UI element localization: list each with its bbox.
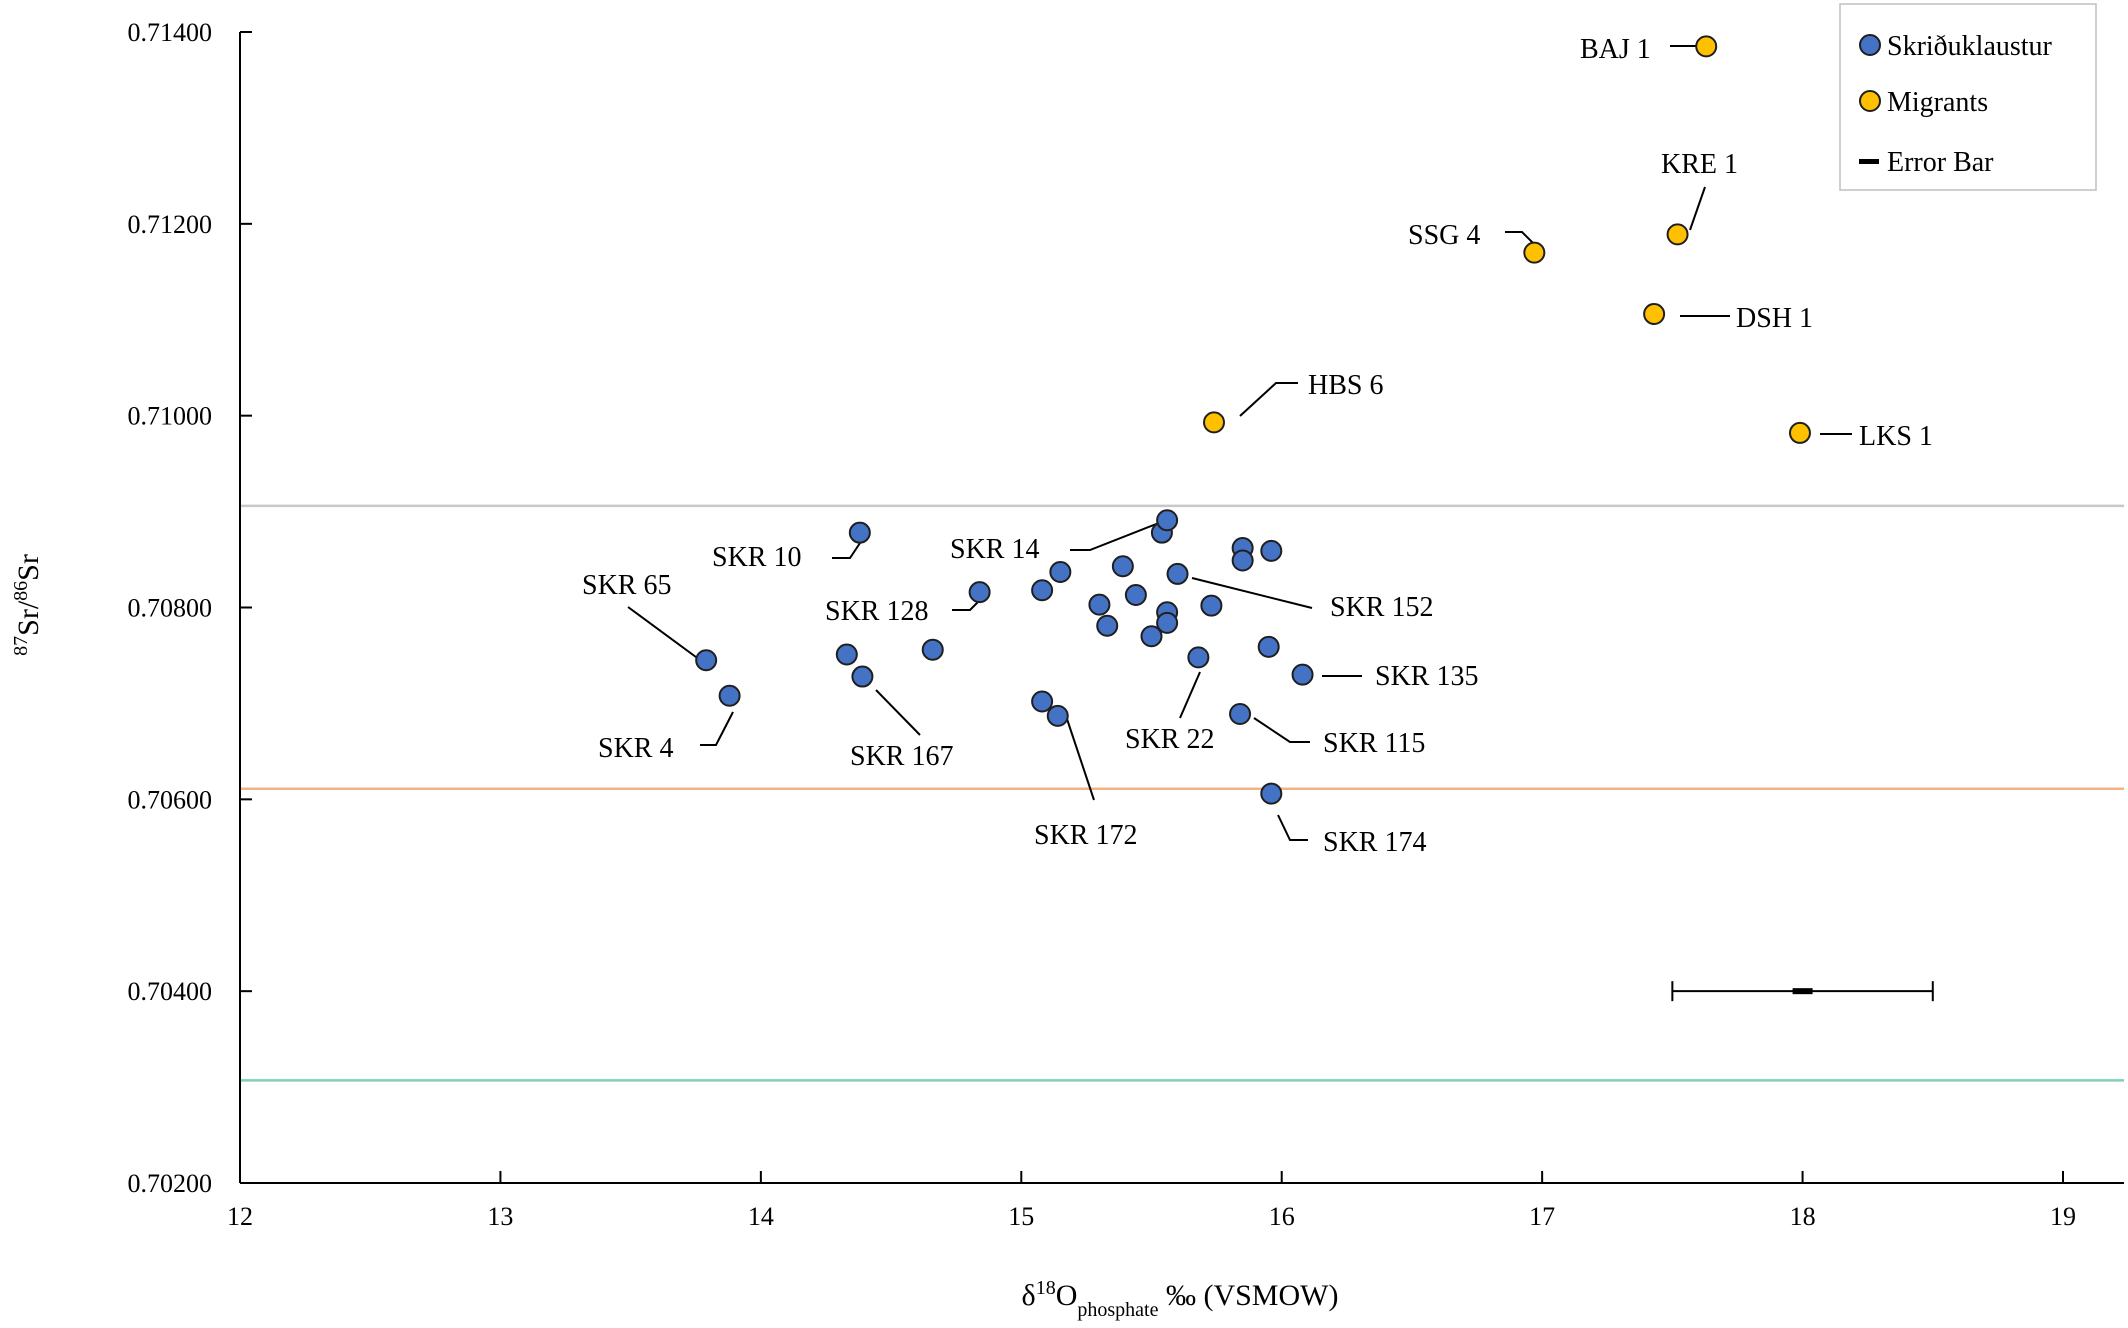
skr-point — [1200, 594, 1223, 617]
label-leader-line — [1070, 520, 1165, 551]
label-leader-line — [1065, 715, 1095, 801]
label-leader-line — [627, 606, 701, 661]
label-leader-line — [832, 539, 863, 559]
legend-err-marker — [1859, 159, 1879, 164]
y-axis-title: 87Sr/86Sr — [10, 554, 45, 656]
skr-point — [1257, 635, 1280, 658]
skr-point — [1260, 782, 1283, 805]
skr-point — [1140, 625, 1163, 648]
migrant-point — [1203, 411, 1226, 434]
point-label: SKR 135 — [1375, 661, 1478, 692]
legend-skr-marker — [1859, 34, 1881, 56]
x-tick-label: 15 — [1008, 1202, 1034, 1231]
skr-point — [718, 684, 741, 707]
legend-err-label: Error Bar — [1887, 147, 1994, 178]
y-tick-label: 0.71400 — [128, 18, 213, 47]
migrant-point — [1788, 421, 1811, 444]
skr-point — [1187, 646, 1210, 669]
skr-point — [1031, 690, 1054, 713]
skr-point — [1088, 593, 1111, 616]
point-label: SKR 10 — [712, 542, 801, 573]
reference-lines — [240, 504, 2124, 1082]
error-bar-center — [1792, 988, 1813, 995]
point-label: SKR 172 — [1034, 820, 1137, 851]
point-label: SKR 22 — [1125, 724, 1214, 755]
skr-point — [1231, 549, 1254, 572]
data-points — [695, 35, 1811, 805]
legend-box — [1839, 3, 2097, 191]
point-label: SKR 4 — [598, 733, 673, 764]
error-bar — [1671, 981, 1934, 1002]
skr-point — [1111, 555, 1134, 578]
label-leader-line — [1191, 577, 1313, 609]
x-tick-label: 16 — [1269, 1202, 1295, 1231]
skr-point — [1166, 562, 1189, 585]
skr-point — [851, 665, 874, 688]
y-tick-label: 0.70200 — [128, 1169, 213, 1198]
skr-point — [835, 643, 858, 666]
skr-point — [1156, 611, 1179, 634]
migrant-point — [1666, 223, 1689, 246]
skr-point — [695, 649, 718, 672]
point-label: SKR 115 — [1323, 728, 1425, 759]
skr-point — [1156, 509, 1179, 532]
x-axis-title: δ18Ophosphate ‰ (VSMOW) — [1022, 1277, 1339, 1321]
x-tick-label: 18 — [1790, 1202, 1816, 1231]
label-leaders — [627, 45, 1852, 841]
skr-point — [1096, 614, 1119, 637]
point-label: SKR 152 — [1330, 592, 1433, 623]
y-tick-label: 0.71000 — [128, 402, 213, 431]
migrant-point — [1643, 302, 1666, 325]
label-leader-line — [1505, 231, 1537, 247]
skr-point — [968, 581, 991, 604]
point-label: LKS 1 — [1859, 421, 1933, 452]
y-tick-label: 0.70800 — [128, 594, 213, 623]
label-leader-line — [952, 599, 981, 611]
x-tick-label: 19 — [2050, 1202, 2076, 1231]
point-label: DSH 1 — [1736, 303, 1813, 334]
x-tick-label: 12 — [227, 1202, 253, 1231]
y-tick-label: 0.70600 — [128, 785, 213, 814]
point-label: SKR 167 — [850, 741, 953, 772]
legend-mig-label: Migrants — [1887, 87, 1988, 118]
axes — [239, 32, 2124, 1184]
point-label: HBS 6 — [1308, 370, 1383, 401]
skr-point — [848, 521, 871, 544]
skr-point — [1260, 539, 1283, 562]
label-leader-line — [875, 689, 921, 736]
data-labels: SKR 65 SKR 4 SKR 10 SKR 167 SKR 128 SKR 172 SK… — [582, 34, 1933, 858]
x-tick-label: 14 — [748, 1202, 774, 1231]
point-label: BAJ 1 — [1580, 34, 1651, 65]
label-leader-line — [1179, 671, 1201, 719]
label-leader-line — [1253, 717, 1310, 743]
skr-point — [1229, 702, 1252, 725]
skr-point — [1031, 579, 1054, 602]
ticks: 12 13 14 15 16 17 18 19 0.70200 0.70400 0.70600 0.7… — [128, 18, 2077, 1231]
point-label: SKR 128 — [825, 596, 928, 627]
migrant-point — [1695, 35, 1718, 58]
label-leader-line — [1689, 186, 1706, 231]
label-leader-line — [700, 711, 734, 746]
label-leader-line — [1277, 814, 1308, 841]
skr-point — [921, 638, 944, 661]
point-label: SKR 65 — [582, 570, 671, 601]
migrant-point — [1523, 241, 1546, 264]
y-tick-label: 0.70400 — [128, 977, 213, 1006]
label-leader-line — [1239, 382, 1298, 417]
y-tick-label: 0.71200 — [128, 210, 213, 239]
skr-point — [1046, 704, 1069, 727]
point-label: SKR 14 — [950, 534, 1039, 565]
x-tick-label: 17 — [1529, 1202, 1555, 1231]
skr-point — [1124, 584, 1147, 607]
legend: Skriðuklaustur Migrants Error Bar — [1839, 3, 2097, 191]
point-label: SSG 4 — [1408, 220, 1480, 251]
point-label: SKR 174 — [1323, 827, 1426, 858]
x-tick-label: 13 — [487, 1202, 513, 1231]
point-label: KRE 1 — [1661, 149, 1738, 180]
legend-skr-label: Skriðuklaustur — [1887, 31, 2053, 62]
skr-point — [1049, 561, 1072, 584]
skr-point — [1291, 663, 1314, 686]
legend-mig-marker — [1859, 90, 1881, 112]
